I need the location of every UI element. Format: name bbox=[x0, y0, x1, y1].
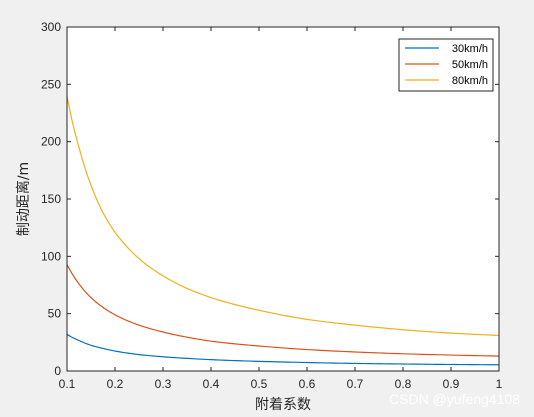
legend: 30km/h 50km/h 80km/h bbox=[398, 38, 494, 92]
x-tick-label: 0.1 bbox=[59, 377, 76, 391]
x-tick-label: 0.8 bbox=[395, 377, 412, 391]
y-tick-label: 100 bbox=[41, 249, 61, 263]
legend-label: 50km/h bbox=[452, 59, 488, 71]
y-tick-label: 150 bbox=[41, 192, 61, 206]
series-line-80km-h bbox=[66, 95, 500, 337]
ticks-layer: 0.1 0.2 0.3 0.4 0.5 0.6 0.7 0.8 0.9 1 0 50 100 150 200… bbox=[41, 20, 503, 391]
legend-label: 80km/h bbox=[452, 75, 488, 87]
x-tick-label: 0.7 bbox=[347, 377, 364, 391]
x-tick-label: 0.9 bbox=[443, 377, 460, 391]
x-tick-label: 0.2 bbox=[107, 377, 124, 391]
x-tick-label: 0.3 bbox=[155, 377, 172, 391]
watermark-text: CSDN @yufeng4108 bbox=[389, 391, 520, 407]
series-line-50km-h bbox=[66, 264, 500, 357]
x-axis-label: 附着系数 bbox=[255, 397, 311, 413]
x-tick-label: 0.6 bbox=[299, 377, 316, 391]
y-tick-label: 250 bbox=[41, 77, 61, 91]
y-tick-label: 300 bbox=[41, 20, 61, 34]
y-tick-label: 50 bbox=[48, 307, 62, 321]
x-tick-label: 0.4 bbox=[203, 377, 220, 391]
y-axis-label: 制动距离/m bbox=[15, 162, 32, 236]
y-tick-label: 0 bbox=[54, 364, 61, 378]
series-line-30km-h bbox=[66, 333, 500, 366]
x-tick-label: 1 bbox=[496, 377, 503, 391]
series-layer bbox=[66, 95, 500, 366]
x-tick-label: 0.5 bbox=[251, 377, 268, 391]
legend-label: 30km/h bbox=[452, 43, 488, 55]
y-tick-label: 200 bbox=[41, 135, 61, 149]
